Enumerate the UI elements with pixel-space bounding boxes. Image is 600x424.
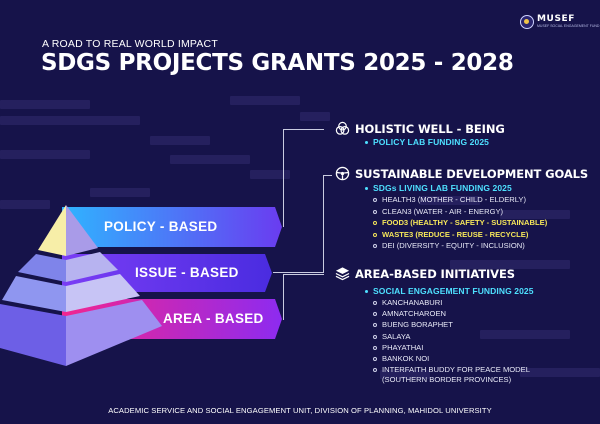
logo-subtitle: MUSEF SOCIAL ENGAGEMENT FUND	[537, 24, 600, 29]
logo-emblem-icon	[520, 15, 534, 29]
pyramid-tier-top	[38, 205, 98, 256]
sub-item: BUENG BORAPHET	[373, 320, 453, 330]
sub-item-text: WASTE3 (REDUCE - REUSE - RECYCLE)	[382, 229, 529, 239]
connector-issue-stub	[324, 175, 332, 176]
background-stripe	[0, 200, 50, 209]
sub-item: FOOD3 (HEALTHY - SAFETY - SUSTAINABLE)	[373, 218, 547, 228]
background-stripe	[0, 116, 140, 125]
sub-item: DEI (DIVERSITY - EQUITY - INCLUSION)	[373, 241, 525, 251]
section-title-sdg: SUSTAINABLE DEVELOPMENT GOALS	[355, 167, 589, 181]
musef-logo: MUSEF MUSEF SOCIAL ENGAGEMENT FUND	[520, 15, 599, 29]
sub-item-text: CLEAN3 (WATER - AIR - ENERGY)	[382, 206, 504, 216]
background-stripe	[90, 188, 150, 197]
section-title-area: AREA-BASED INITIATIVES	[355, 267, 515, 281]
sub-item: INTERFAITH BUDDY FOR PEACE MODEL (SOUTHER…	[373, 365, 530, 386]
background-stripe	[500, 210, 570, 219]
ring-bullet-icon	[373, 301, 377, 305]
sub-item-text: BUENG BORAPHET	[382, 320, 453, 330]
background-stripe	[480, 330, 570, 339]
funding-bullet	[365, 187, 368, 190]
funding-label-area: SOCIAL ENGAGEMENT FUNDING 2025	[373, 286, 534, 296]
steering-wheel-icon	[335, 166, 350, 181]
policy-based-bar	[62, 207, 282, 247]
header-kicker: A ROAD TO REAL WORLD IMPACT	[42, 38, 218, 50]
layers-icon	[335, 267, 350, 281]
background-stripe	[450, 260, 570, 269]
background-stripe	[380, 370, 430, 379]
pyramid-tier-2	[18, 252, 118, 282]
ring-bullet-icon	[373, 244, 377, 249]
background-stripe	[250, 170, 290, 179]
background-stripe	[520, 368, 600, 377]
ring-bullet-icon	[373, 198, 377, 202]
connector-policy	[283, 129, 324, 227]
sub-item: CLEAN3 (WATER - AIR - ENERGY)	[373, 207, 503, 217]
sub-item-text: FOOD3 (HEALTHY - SAFETY - SUSTAINABLE)	[382, 218, 548, 228]
policy-based-label: POLICY - BASED	[104, 219, 218, 234]
sub-item-text: KANCHANABURI	[382, 298, 443, 307]
background-stripe	[300, 112, 330, 121]
page-title: SDGS PROJECTS GRANTS 2025 - 2028	[41, 50, 514, 76]
ring-bullet-icon	[373, 312, 377, 317]
sub-item: SALAYA	[373, 332, 410, 342]
background-stripe	[230, 96, 300, 105]
sub-item-text: INTERFAITH BUDDY FOR PEACE MODEL (SOUTHER…	[382, 365, 530, 385]
ring-bullet-icon	[373, 221, 377, 226]
sub-item: PHAYATHAI	[373, 343, 423, 353]
sub-item: BANKOK NOI	[373, 354, 429, 364]
sub-item: AMNATCHAROEN	[373, 309, 446, 319]
pyramid-tier-3	[2, 274, 140, 312]
background-stripe	[0, 100, 90, 109]
background-stripe	[0, 150, 90, 159]
funding-label-sdg: SDGs LIVING LAB FUNDING 2025	[373, 183, 512, 193]
sub-item-text: PHAYATHAI	[382, 342, 424, 352]
ring-bullet-icon	[373, 232, 377, 237]
funding-bullet	[365, 290, 368, 293]
ring-bullet-icon	[373, 323, 377, 328]
funding-label-holistic: POLICY LAB FUNDING 2025	[373, 137, 489, 147]
connector-area	[283, 274, 324, 320]
background-stripe	[420, 196, 480, 205]
background-stripe	[150, 136, 210, 145]
funding-bullet	[365, 141, 368, 144]
sub-item-text: AMNATCHAROEN	[382, 309, 446, 319]
background-stripe	[170, 155, 250, 164]
sub-item-text: SALAYA	[382, 331, 411, 341]
sub-item-text: BANKOK NOI	[382, 354, 430, 363]
ring-bullet-icon	[373, 209, 377, 214]
sub-item-text: HEALTH3 (MOTHER - CHILD - ELDERLY)	[382, 195, 527, 204]
section-title-holistic: HOLISTIC WELL - BEING	[355, 122, 505, 136]
venn-icon	[335, 121, 350, 135]
sub-item-text: DEI (DIVERSITY - EQUITY - INCLUSION)	[382, 241, 525, 251]
ring-bullet-icon	[373, 368, 377, 373]
sub-item: HEALTH3 (MOTHER - CHILD - ELDERLY)	[373, 195, 526, 205]
sub-item: WASTE3 (REDUCE - REUSE - RECYCLE)	[373, 230, 528, 240]
issue-based-label: ISSUE - BASED	[135, 265, 239, 280]
area-based-label: AREA - BASED	[163, 311, 264, 326]
footer-credit: ACADEMIC SERVICE AND SOCIAL ENGAGEMENT U…	[108, 406, 492, 415]
logo-name: MUSEF	[537, 14, 576, 25]
ring-bullet-icon	[373, 334, 377, 339]
connector-issue	[273, 175, 324, 273]
pyramid-tier-bottom	[0, 300, 162, 366]
ring-bullet-icon	[373, 357, 377, 361]
sub-item: KANCHANABURI	[373, 298, 442, 308]
ring-bullet-icon	[373, 345, 377, 350]
